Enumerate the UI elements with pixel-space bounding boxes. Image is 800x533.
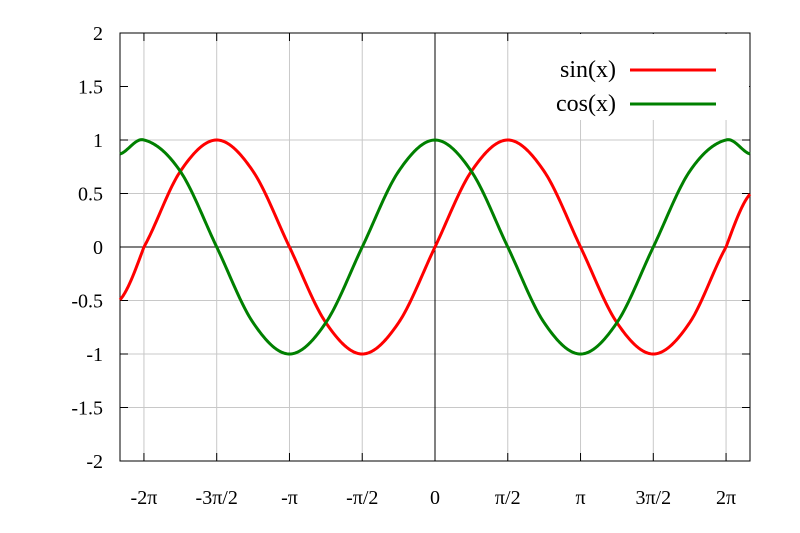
x-tick-label: 3π/2	[635, 487, 671, 509]
y-tick-label: -1.5	[71, 398, 103, 420]
y-tick-label: 2	[93, 23, 103, 45]
series-layer	[118, 138, 752, 356]
x-tick-label: 2π	[716, 487, 736, 509]
legend-label: cos(x)	[556, 91, 616, 117]
x-tick-label: 0	[430, 487, 440, 509]
x-tick-label: -3π/2	[196, 487, 238, 509]
y-tick-label: -2	[86, 451, 103, 473]
x-tick-label: π/2	[495, 487, 521, 509]
y-tick-label: -1	[86, 344, 103, 366]
y-tick-label: 0.5	[78, 184, 103, 206]
y-tick-label: -0.5	[71, 291, 103, 313]
legend: sin(x) cos(x)	[515, 34, 749, 120]
series-line-cosx	[119, 138, 751, 356]
series-line-sinx	[118, 138, 752, 356]
x-tick-label: -π	[281, 487, 298, 509]
x-tick-label: π	[575, 487, 585, 509]
y-tick-label: 0	[93, 237, 103, 259]
x-tick-label: -2π	[131, 487, 158, 509]
x-tick-label: -π/2	[346, 487, 378, 509]
axis-tick-labels: -2π -3π/2 -π -π/2 0 π/2 π 3π/2 2π 2 1.5 1 0.5 0 -0.5 -1…	[71, 23, 736, 509]
y-tick-label: 1	[93, 130, 103, 152]
legend-box	[515, 34, 749, 120]
y-tick-label: 1.5	[78, 77, 103, 99]
legend-label: sin(x)	[560, 57, 616, 83]
